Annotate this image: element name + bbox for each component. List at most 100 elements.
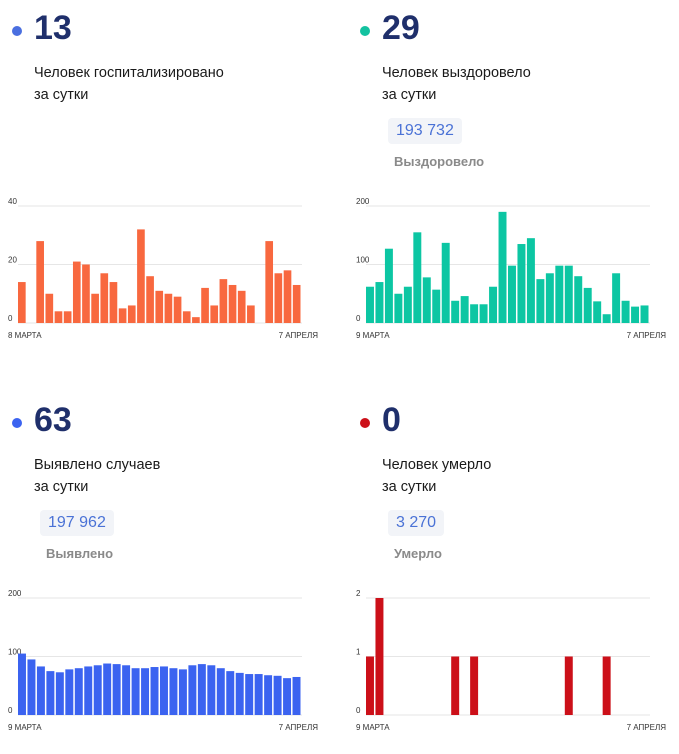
bar (254, 674, 263, 715)
bar (210, 305, 219, 323)
bar (27, 659, 36, 715)
bar (621, 300, 630, 323)
bar (63, 311, 72, 323)
recovered-caption: Человек выздоровело за сутки (382, 62, 632, 106)
bar (441, 242, 450, 323)
y-tick-label: 100 (8, 648, 22, 657)
panel-cases: 63 Выявлено случаев за сутки 197 962 Выя… (0, 392, 320, 752)
bar (564, 265, 573, 323)
caption-line: за сутки (34, 87, 89, 103)
bar (54, 311, 63, 323)
x-start-label: 8 МАРТА (8, 331, 42, 340)
bar (526, 238, 535, 323)
hospitalized-bar-chart: 0 20 40 8 МАРТА 7 АПРЕЛЯ (8, 197, 319, 340)
caption-line: Выявлено случаев (34, 457, 161, 473)
cases-bar-chart: 0 100 200 9 МАРТА 7 АПРЕЛЯ (8, 589, 318, 732)
bar (403, 286, 412, 323)
cases-total-label: Выявлено (46, 546, 114, 561)
bar (274, 273, 283, 323)
deaths-value: 0 (382, 401, 401, 439)
bar (109, 282, 118, 323)
bar (422, 277, 431, 323)
bar (207, 665, 216, 715)
panel-recovered: 29 Человек выздоровело за сутки 193 732 … (348, 0, 668, 360)
recovered-total-label: Выздоровело (394, 154, 485, 169)
bar (451, 300, 460, 323)
bar (131, 668, 140, 715)
bar (470, 656, 479, 715)
y-tick-label: 0 (356, 314, 361, 323)
bar (72, 261, 81, 323)
cases-value: 63 (34, 401, 72, 439)
bar (235, 672, 244, 715)
x-start-label: 9 МАРТА (356, 331, 390, 340)
bar (574, 276, 583, 323)
bar (141, 668, 150, 715)
bar (245, 674, 254, 715)
bar (583, 287, 592, 323)
bullet-dot (12, 418, 22, 428)
cases-caption: Выявлено случаев за сутки (34, 454, 284, 498)
y-tick-label: 0 (8, 706, 13, 715)
bar (155, 290, 164, 323)
bar (118, 308, 127, 323)
hospitalized-caption: Человек госпитализировано за сутки (34, 62, 284, 106)
bar (451, 656, 460, 715)
bullet-dot (360, 418, 370, 428)
bar (264, 675, 273, 715)
bar (555, 265, 564, 323)
bar (536, 279, 545, 323)
bar (593, 301, 602, 323)
bar (517, 244, 526, 323)
bar (375, 282, 384, 323)
bar (112, 664, 121, 715)
bar (602, 656, 611, 715)
bar (46, 671, 55, 715)
bar (237, 290, 246, 323)
recovered-value: 29 (382, 9, 420, 47)
recovered-bar-chart: 0 100 200 9 МАРТА 7 АПРЕЛЯ (356, 197, 667, 340)
deaths-total: 3 270 (388, 510, 445, 536)
bar (470, 304, 479, 323)
bar (366, 656, 374, 715)
bar (219, 279, 228, 323)
caption-line: Человек умерло (382, 457, 492, 473)
bar (169, 668, 178, 715)
bar (432, 289, 441, 323)
caption-line: за сутки (382, 87, 437, 103)
y-tick-label: 20 (8, 256, 17, 265)
x-start-label: 9 МАРТА (8, 723, 42, 732)
bar (564, 656, 573, 715)
bar (247, 305, 255, 323)
bar (55, 672, 64, 715)
y-tick-label: 40 (8, 197, 17, 206)
bar (226, 671, 235, 715)
bar (283, 270, 292, 323)
y-tick-label: 100 (356, 256, 370, 265)
recovered-total: 193 732 (388, 118, 462, 144)
bar (74, 668, 83, 715)
bar (93, 665, 102, 715)
bar (127, 305, 136, 323)
panel-deaths: 0 Человек умерло за сутки 3 270 Умерло 0… (348, 392, 668, 752)
bullet-dot (360, 26, 370, 36)
bar (366, 286, 374, 323)
bar (216, 668, 225, 715)
x-end-label: 7 АПРЕЛЯ (627, 331, 667, 340)
bar (173, 296, 182, 323)
bar (384, 248, 393, 323)
caption-line: Человек выздоровело (382, 65, 531, 81)
bar (508, 265, 516, 323)
panel-hospitalized: 13 Человек госпитализировано за сутки 0 2… (0, 0, 320, 360)
bar (84, 666, 93, 715)
bar (82, 264, 90, 323)
bar (602, 314, 611, 323)
bar (192, 317, 200, 323)
x-end-label: 7 АПРЕЛЯ (279, 331, 319, 340)
x-end-label: 7 АПРЕЛЯ (627, 723, 667, 732)
bar (18, 653, 26, 715)
bar (45, 293, 54, 323)
bar (612, 273, 621, 323)
x-start-label: 9 МАРТА (356, 723, 390, 732)
bar (182, 311, 191, 323)
